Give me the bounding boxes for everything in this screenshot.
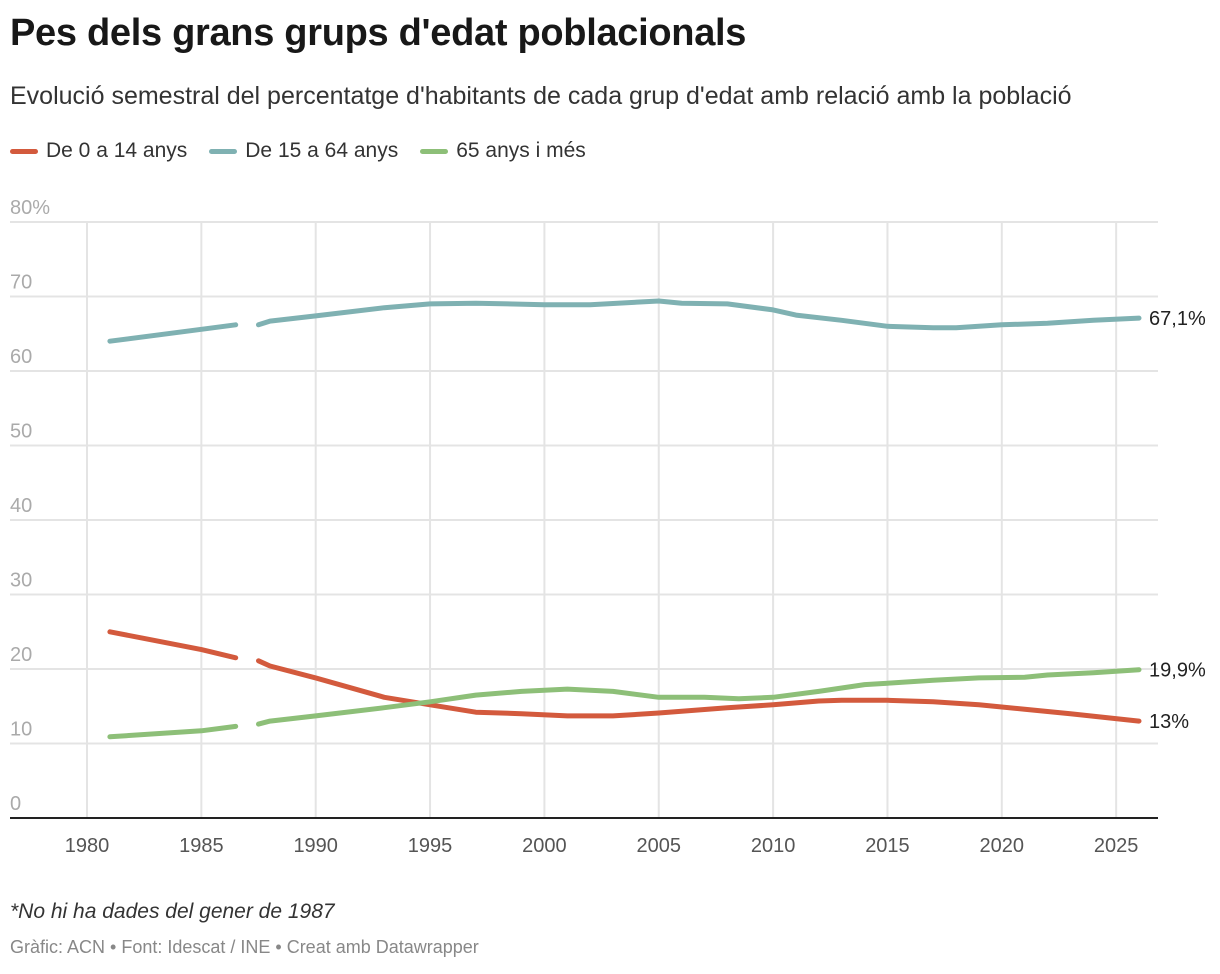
series-line: [107, 667, 1142, 740]
y-tick-label: 60: [10, 346, 32, 368]
chart-subtitle: Evolució semestral del percentatge d'hab…: [10, 82, 1072, 110]
legend-label: De 0 a 14 anys: [46, 139, 188, 162]
chart-note: *No hi ha dades del gener de 1987: [10, 900, 335, 923]
legend-swatch: [420, 148, 449, 154]
y-tick-label: 30: [10, 570, 32, 592]
series-end-label: 13%: [1149, 711, 1189, 733]
legend-item: De 0 a 14 anys: [10, 139, 187, 163]
series-end-label: 19,9%: [1149, 660, 1206, 682]
x-tick-label: 2010: [751, 835, 796, 857]
y-tick-label: 10: [10, 719, 32, 741]
x-tick-label: 1995: [408, 835, 453, 857]
y-tick-label: 50: [10, 421, 32, 443]
chart-footer: Gràfic: ACN • Font: Idescat / INE • Crea…: [10, 937, 479, 957]
x-tick-label: 2015: [865, 835, 910, 857]
y-tick-label: 70: [10, 272, 32, 294]
chart-title: Pes dels grans grups d'edat poblacionals: [10, 12, 747, 54]
series-end-label: 67,1%: [1149, 308, 1206, 330]
x-tick-label: 1990: [293, 835, 338, 857]
legend: De 0 a 14 anys De 15 a 64 anys 65 anys i m…: [10, 139, 586, 163]
series-line: [107, 298, 1142, 344]
y-tick-label: 80%: [10, 197, 50, 219]
x-tick-label: 1980: [65, 835, 110, 857]
legend-swatch: [209, 148, 238, 154]
x-tick-label: 2020: [980, 835, 1025, 857]
x-tick-label: 1985: [179, 835, 224, 857]
series-line: [107, 629, 1142, 724]
y-tick-label: 20: [10, 644, 32, 666]
y-tick-label: 0: [10, 793, 21, 815]
y-tick-label: 40: [10, 495, 32, 517]
legend-label: De 15 a 64 anys: [245, 139, 399, 162]
legend-swatch: [10, 148, 38, 154]
legend-label: 65 anys i més: [456, 139, 586, 162]
legend-item: De 15 a 64 anys: [209, 139, 398, 163]
x-tick-label: 2005: [637, 835, 682, 857]
x-tick-label: 2025: [1094, 835, 1139, 857]
legend-item: 65 anys i més: [420, 139, 586, 163]
x-tick-label: 2000: [522, 835, 567, 857]
